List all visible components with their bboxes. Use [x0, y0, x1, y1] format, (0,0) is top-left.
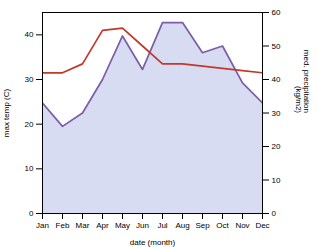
svg-text:Jan: Jan: [36, 221, 49, 230]
svg-text:60: 60: [272, 8, 281, 17]
svg-text:40: 40: [25, 30, 34, 39]
svg-text:10: 10: [25, 164, 34, 173]
svg-text:Jun: Jun: [136, 221, 149, 230]
svg-text:May: May: [115, 221, 130, 230]
svg-text:Dec: Dec: [255, 221, 269, 230]
svg-text:Aug: Aug: [175, 221, 189, 230]
svg-text:Feb: Feb: [56, 221, 70, 230]
svg-text:Oct: Oct: [216, 221, 229, 230]
svg-text:date (month): date (month): [130, 238, 176, 247]
svg-text:50: 50: [272, 42, 281, 51]
svg-text:30: 30: [25, 75, 34, 84]
svg-text:Apr: Apr: [96, 221, 109, 230]
svg-text:Jul: Jul: [157, 221, 167, 230]
svg-text:20: 20: [272, 142, 281, 151]
svg-text:0: 0: [29, 209, 34, 218]
svg-text:30: 30: [272, 109, 281, 118]
svg-text:Mar: Mar: [76, 221, 90, 230]
svg-text:max temp (C): max temp (C): [2, 88, 11, 137]
svg-text:20: 20: [25, 120, 34, 129]
svg-text:40: 40: [272, 75, 281, 84]
svg-text:0: 0: [272, 209, 277, 218]
svg-text:10: 10: [272, 176, 281, 185]
svg-text:Nov: Nov: [235, 221, 249, 230]
svg-text:Sep: Sep: [195, 221, 210, 230]
svg-text:med. precipitation(kg/m2): med. precipitation(kg/m2): [294, 50, 311, 113]
